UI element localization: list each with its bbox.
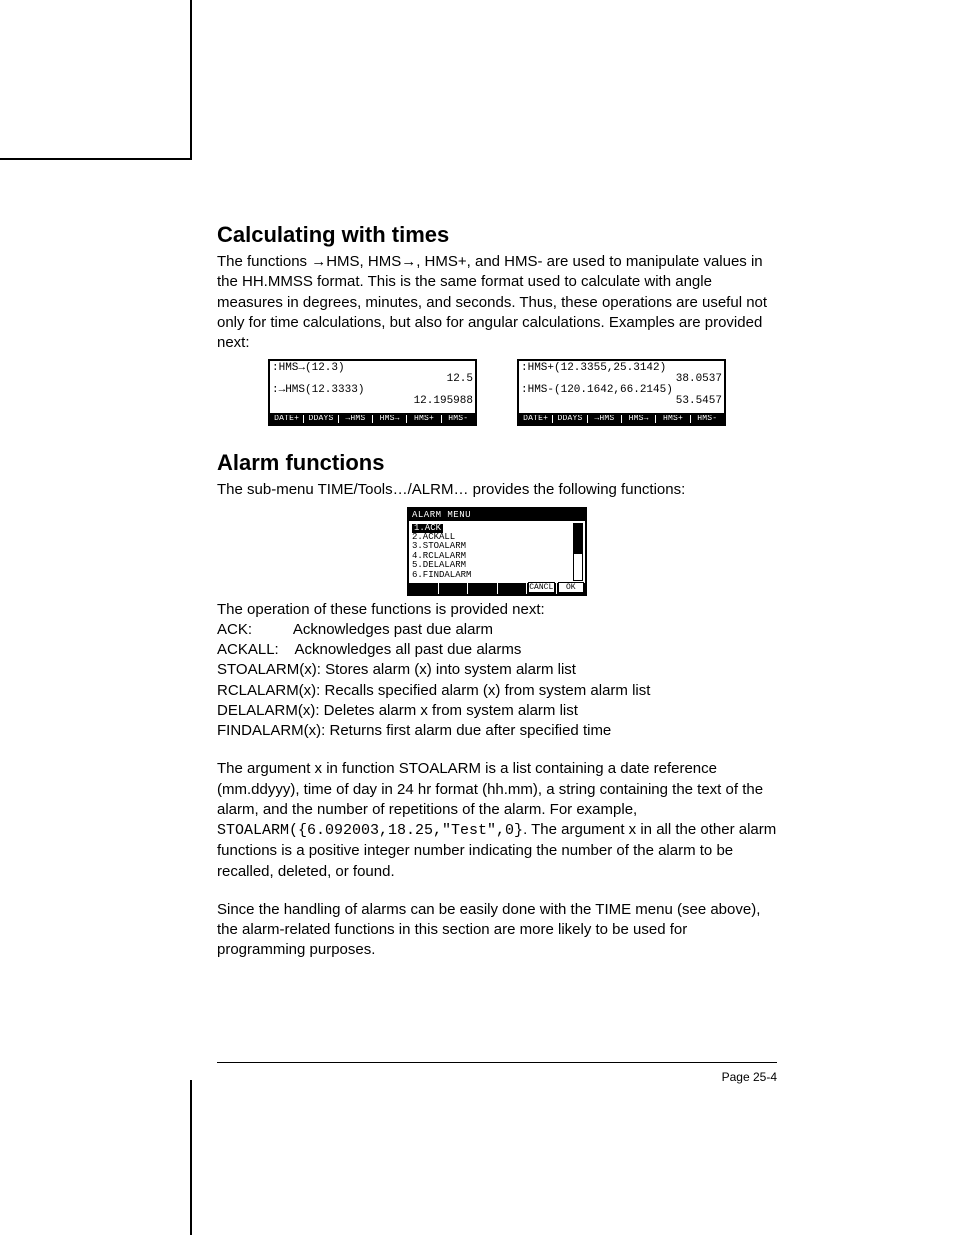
- menu-item: DATE+: [270, 415, 304, 423]
- para-programming: Since the handling of alarms can be easi…: [217, 900, 777, 961]
- calc-left-l1: :HMS→(12.3): [272, 363, 473, 374]
- calc-right-body: :HMS+(12.3355,25.3142) 38.0537 :HMS-(120…: [519, 361, 724, 413]
- calc-right-r2: 53.5457: [521, 396, 722, 407]
- def-row: RCLALARM(x): Recalls specified alarm (x)…: [217, 681, 777, 701]
- softkey-ok: OK: [557, 583, 586, 594]
- para-stoalarm: The argument x in function STOALARM is a…: [217, 759, 777, 882]
- def-row: ACKALL: Acknowledges all past due alarms: [217, 640, 777, 660]
- menu-item: DATE+: [519, 415, 553, 423]
- softkey-empty: [468, 583, 498, 594]
- function-definitions: The operation of these functions is prov…: [217, 600, 777, 742]
- decorative-line-v-bottom: [190, 1080, 192, 1235]
- def-row: DELALARM(x): Deletes alarm x from system…: [217, 701, 777, 721]
- menu-item: HMS+: [407, 415, 441, 423]
- alarm-scroll-thumb: [574, 524, 582, 555]
- menu-item: →HMS: [588, 415, 622, 423]
- page: Calculating with times The functions →HM…: [0, 0, 954, 1235]
- alarm-menu-screen: ALARM MENU 1.ACK 2.ACKALL 3.STOALARM 4.R…: [407, 507, 587, 596]
- para3a: The argument x in function STOALARM is a…: [217, 760, 763, 818]
- decorative-line-v-top: [190, 0, 192, 160]
- def-row: ACK: Acknowledges past due alarm: [217, 620, 777, 640]
- calc-left-r2: 12.195988: [272, 396, 473, 407]
- heading-calculating: Calculating with times: [217, 222, 777, 248]
- menu-item: DDAYS: [304, 415, 338, 423]
- menu-item: DDAYS: [553, 415, 587, 423]
- alarm-scrollbar: [573, 523, 583, 581]
- para3-code: STOALARM({6.092003,18.25,"Test",0}: [217, 822, 523, 839]
- softkey-empty: [498, 583, 528, 594]
- menu-item: HMS+: [656, 415, 690, 423]
- def-row: FINDALARM(x): Returns first alarm due af…: [217, 721, 777, 741]
- para-calculating: The functions →HMS, HMS→, HMS+, and HMS-…: [217, 252, 777, 353]
- para-alarm-intro: The sub-menu TIME/Tools…/ALRM… provides …: [217, 480, 777, 500]
- alarm-title: ALARM MENU: [409, 509, 585, 521]
- softkey-empty: [439, 583, 469, 594]
- calc-left-body: :HMS→(12.3) 12.5 :→HMS(12.3333) 12.19598…: [270, 361, 475, 413]
- softkey-cancl: CANCL: [527, 583, 557, 594]
- footer-rule: [217, 1062, 777, 1063]
- menu-item: HMS→: [622, 415, 656, 423]
- calc-left-menu: DATE+ DDAYS →HMS HMS→ HMS+ HMS-: [270, 413, 475, 424]
- heading-alarm: Alarm functions: [217, 450, 777, 476]
- menu-item: HMS-: [442, 415, 475, 423]
- content-area: Calculating with times The functions →HM…: [217, 222, 777, 965]
- calc-right-menu: DATE+ DDAYS →HMS HMS→ HMS+ HMS-: [519, 413, 724, 424]
- softkey-label: OK: [558, 582, 585, 593]
- menu-item: →HMS: [339, 415, 373, 423]
- softkey-empty: [409, 583, 439, 594]
- menu-item: HMS→: [373, 415, 407, 423]
- def-row: STOALARM(x): Stores alarm (x) into syste…: [217, 660, 777, 680]
- calc-screen-left: :HMS→(12.3) 12.5 :→HMS(12.3333) 12.19598…: [268, 359, 477, 426]
- defs-lead: The operation of these functions is prov…: [217, 600, 777, 620]
- softkey-label: CANCL: [528, 582, 555, 593]
- calc-screen-right: :HMS+(12.3355,25.3142) 38.0537 :HMS-(120…: [517, 359, 726, 426]
- alarm-item: 6.FINDALARM: [412, 571, 571, 580]
- menu-item: HMS-: [691, 415, 724, 423]
- calc-screens-row: :HMS→(12.3) 12.5 :→HMS(12.3333) 12.19598…: [217, 359, 777, 426]
- alarm-softkeys: CANCL OK: [409, 583, 585, 594]
- alarm-list: 1.ACK 2.ACKALL 3.STOALARM 4.RCLALARM 5.D…: [409, 521, 585, 583]
- page-number: Page 25-4: [722, 1070, 777, 1084]
- decorative-line-h-top: [0, 158, 190, 160]
